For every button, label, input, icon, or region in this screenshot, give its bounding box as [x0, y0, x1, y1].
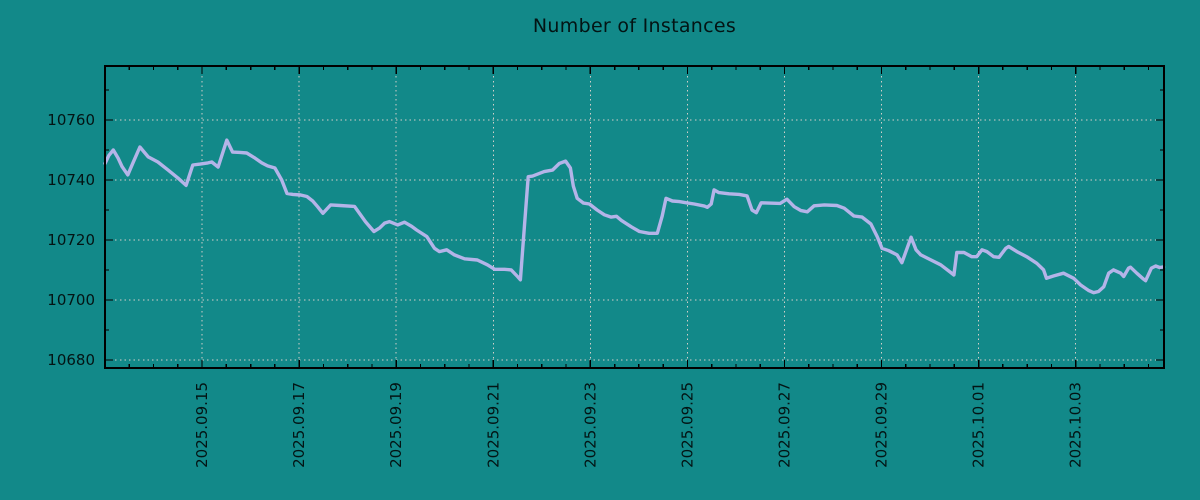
x-tick-label: 2025.10.01: [970, 382, 988, 468]
x-tick-label: 2025.09.19: [387, 382, 405, 468]
y-tick-label: 10760: [47, 111, 95, 129]
axis-tick-labels: 10680 10700 10720 10740 10760 2025.09.15 2025.…: [47, 111, 1084, 468]
x-tick-label: 2025.09.15: [193, 382, 211, 468]
x-tick-label: 2025.09.27: [775, 382, 793, 468]
grid-lines: [106, 67, 1163, 367]
chart-title: Number of Instances: [532, 15, 737, 37]
series-line-instances: [103, 138, 1166, 295]
x-tick-label: 2025.09.17: [290, 382, 308, 468]
y-tick-label: 10740: [47, 171, 95, 189]
y-tick-label: 10720: [47, 231, 95, 249]
y-tick-label: 10700: [47, 291, 95, 309]
x-tick-label: 2025.09.21: [484, 382, 502, 468]
axis-ticks: [105, 66, 1164, 368]
plot-border: [104, 65, 1165, 369]
x-tick-label: 2025.09.25: [678, 382, 696, 468]
x-tick-label: 2025.10.03: [1067, 382, 1085, 468]
x-tick-label: 2025.09.23: [581, 382, 599, 468]
x-tick-label: 2025.09.29: [873, 382, 891, 468]
y-tick-label: 10680: [47, 351, 95, 369]
